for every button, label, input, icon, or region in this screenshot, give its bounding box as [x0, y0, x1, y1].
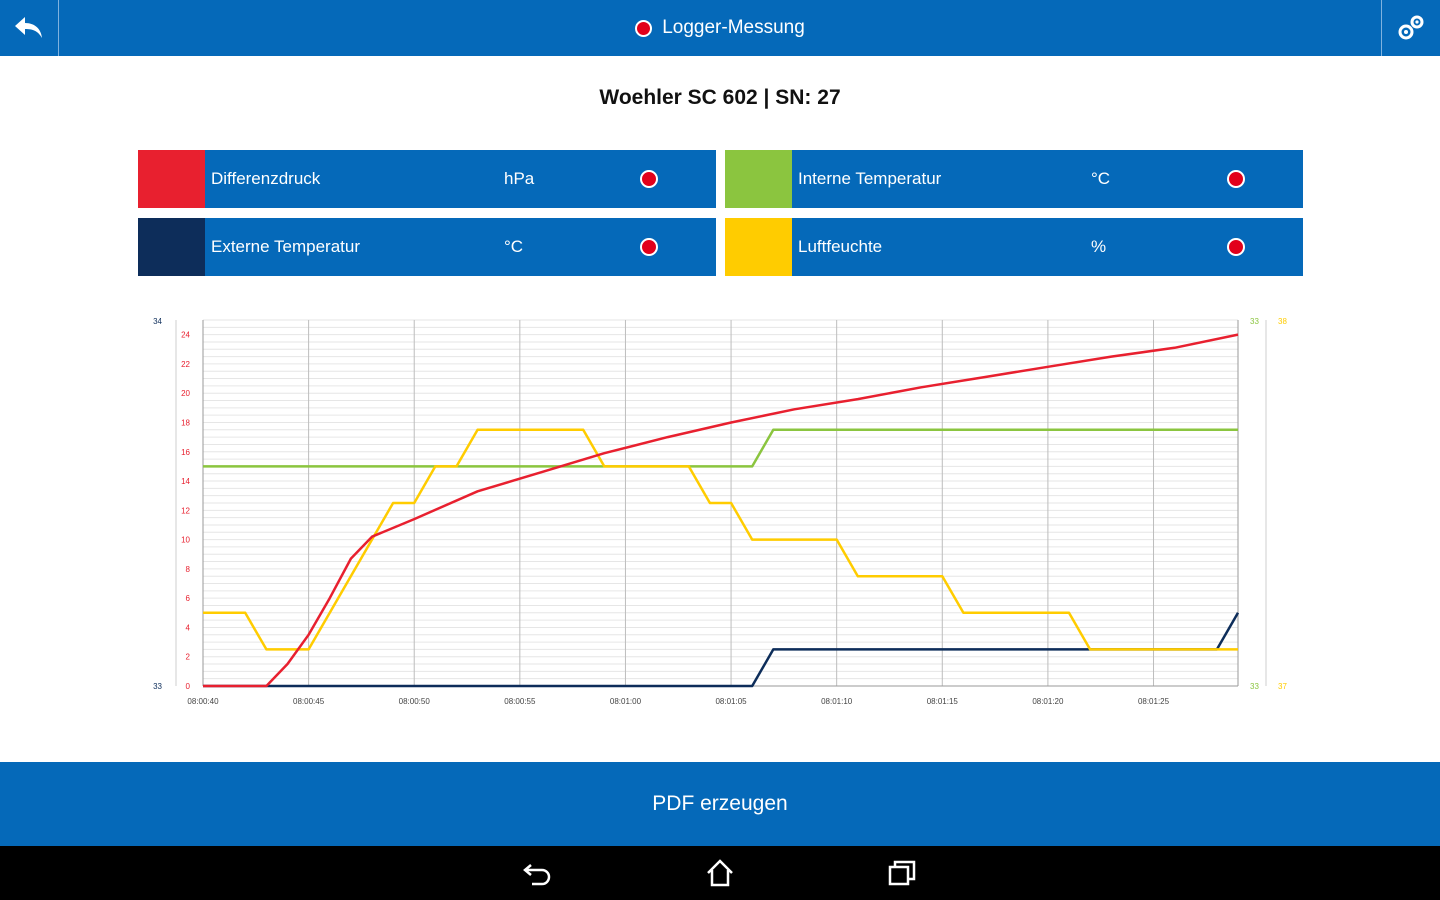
- record-dot-icon: [1227, 238, 1245, 256]
- legend-swatch: [138, 150, 205, 208]
- toolbar-title: Logger-Messung: [0, 0, 1440, 56]
- y-tick-label: 18: [181, 418, 190, 427]
- legend-name: Luftfeuchte: [798, 237, 883, 256]
- x-tick-label: 08:01:05: [715, 697, 747, 706]
- y-tick-label: 6: [186, 594, 191, 603]
- android-recents-icon[interactable]: [885, 857, 919, 889]
- y-tick-label: 20: [181, 389, 190, 398]
- legend-unit: °C: [504, 237, 524, 256]
- pdf-button-label: PDF erzeugen: [652, 792, 788, 815]
- left-outer-label: 34: [153, 317, 162, 326]
- x-tick-label: 08:01:00: [610, 697, 642, 706]
- record-dot-icon: [1227, 170, 1245, 188]
- y-tick-label: 2: [186, 653, 191, 662]
- y-tick-label: 0: [186, 682, 191, 691]
- legend-name: Differenzdruck: [211, 169, 321, 188]
- settings-button[interactable]: [1381, 0, 1440, 56]
- x-tick-label: 08:01:25: [1138, 697, 1170, 706]
- right-outer-label: 37: [1278, 682, 1287, 691]
- logger-chart[interactable]: 08:00:40 08:00:45 08:00:50 08:00:55 08:01:00…: [138, 312, 1304, 720]
- legend-luftfeuchte[interactable]: Luftfeuchte %: [725, 218, 1303, 276]
- legend-name: Interne Temperatur: [798, 169, 942, 188]
- back-button[interactable]: [0, 0, 59, 56]
- record-dot-icon: [640, 170, 658, 188]
- series-line-externe-temperatur: [203, 612, 1240, 688]
- logger-chart-svg: 08:00:40 08:00:45 08:00:50 08:00:55 08:01:00…: [153, 317, 1287, 706]
- left-outer-label: 33: [153, 682, 162, 691]
- page-title: Logger-Messung: [662, 17, 805, 38]
- y-tick-label: 24: [181, 331, 190, 340]
- series-line-luftfeuchte: [203, 428, 1238, 651]
- legend-swatch: [725, 150, 792, 208]
- legend-swatch: [725, 218, 792, 276]
- pdf-button[interactable]: PDF erzeugen: [0, 762, 1440, 846]
- x-tick-label: 08:00:45: [293, 697, 325, 706]
- right-inner-label: 33: [1250, 317, 1259, 326]
- android-home-icon[interactable]: [703, 857, 737, 889]
- record-dot-icon: [635, 19, 653, 37]
- y-tick-label: 8: [186, 565, 191, 574]
- android-back-icon[interactable]: [521, 857, 555, 889]
- x-tick-label: 08:01:10: [821, 697, 853, 706]
- system-nav-bar: [0, 846, 1440, 900]
- legend-swatch: [138, 218, 205, 276]
- series-line-differenzdruck: [203, 333, 1239, 688]
- back-arrow-icon: [15, 17, 42, 38]
- x-tick-label: 08:01:20: [1032, 697, 1064, 706]
- x-tick-label: 08:00:40: [187, 697, 219, 706]
- y-tick-label: 14: [181, 477, 190, 486]
- legend-unit: hPa: [504, 169, 535, 188]
- legend-externe-temperatur[interactable]: Externe Temperatur °C: [138, 218, 716, 276]
- right-outer-label: 38: [1278, 317, 1287, 326]
- y-tick-label: 16: [181, 448, 190, 457]
- x-tick-label: 08:00:50: [399, 697, 431, 706]
- y-tick-label: 4: [186, 623, 191, 632]
- legend-interne-temperatur[interactable]: Interne Temperatur °C: [725, 150, 1303, 208]
- x-tick-label: 08:00:55: [504, 697, 536, 706]
- gears-icon: [1398, 15, 1424, 40]
- y-tick-label: 12: [181, 506, 190, 515]
- legend-name: Externe Temperatur: [211, 237, 360, 256]
- right-inner-label: 33: [1250, 682, 1259, 691]
- y-tick-label: 10: [181, 536, 190, 545]
- x-tick-label: 08:01:15: [927, 697, 959, 706]
- app-toolbar: Logger-Messung: [0, 0, 1440, 56]
- series-line-interne-temperatur: [203, 428, 1238, 468]
- y-tick-label: 22: [181, 360, 190, 369]
- record-dot-icon: [640, 238, 658, 256]
- legend-differenzdruck[interactable]: Differenzdruck hPa: [138, 150, 716, 208]
- legend-unit: %: [1091, 237, 1107, 256]
- device-label: Woehler SC 602 | SN: 27: [599, 86, 841, 109]
- legend-unit: °C: [1091, 169, 1111, 188]
